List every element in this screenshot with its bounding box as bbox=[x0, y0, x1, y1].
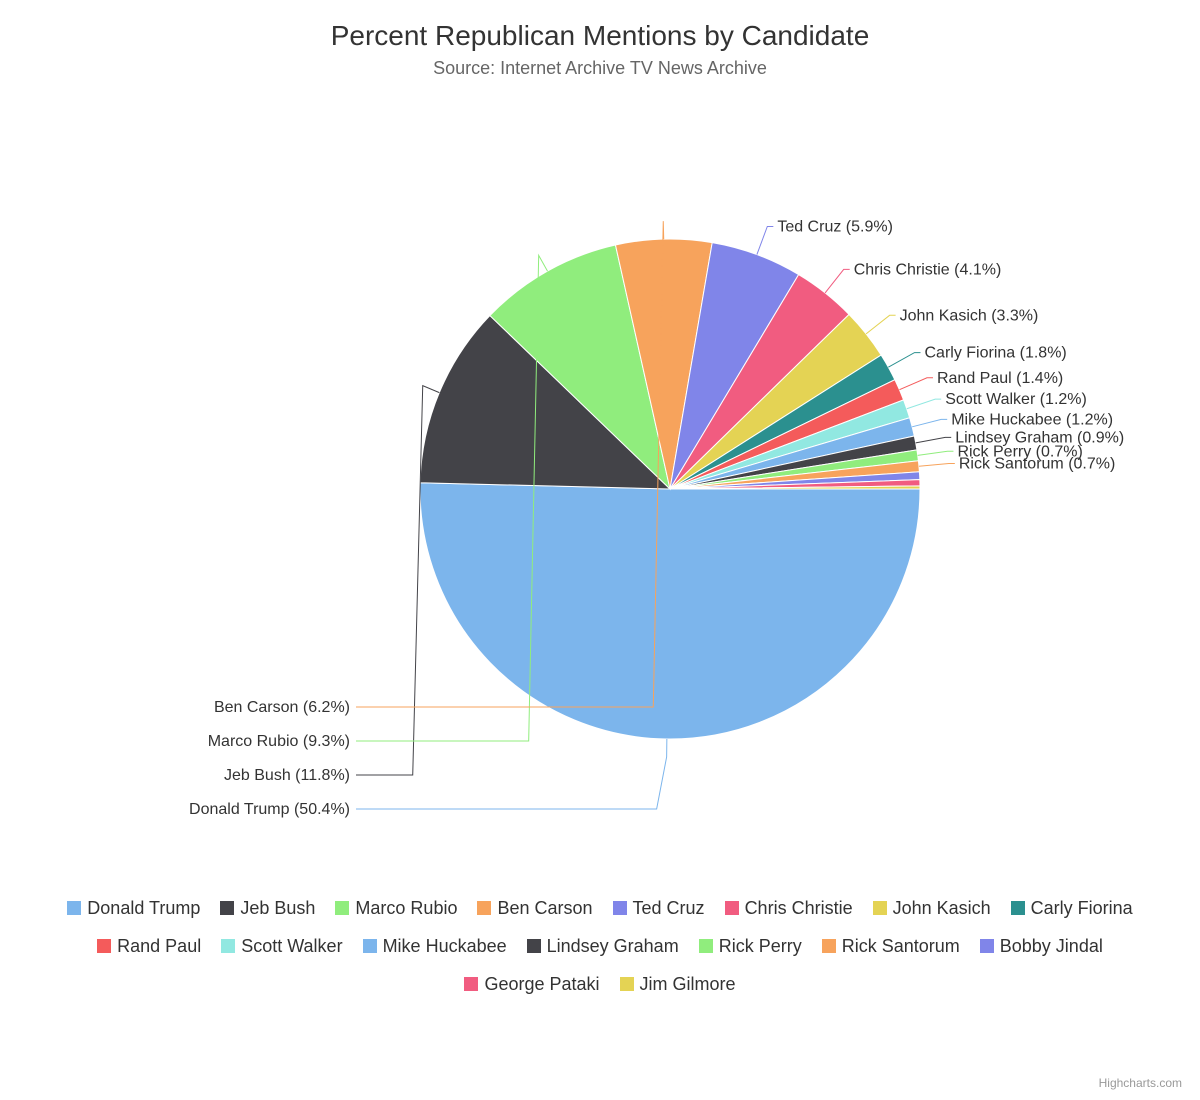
legend-swatch bbox=[221, 939, 235, 953]
legend-item[interactable]: Scott Walker bbox=[221, 929, 342, 963]
legend-item[interactable]: Chris Christie bbox=[725, 891, 853, 925]
label-connector bbox=[866, 315, 896, 334]
legend-label: Chris Christie bbox=[745, 898, 853, 918]
pie-chart: Ted Cruz (5.9%) Chris Christie (4.1%) John… bbox=[30, 99, 1170, 859]
credits-label[interactable]: Highcharts.com bbox=[1099, 1076, 1182, 1090]
legend-swatch bbox=[527, 939, 541, 953]
legend-swatch bbox=[699, 939, 713, 953]
legend-swatch bbox=[620, 977, 634, 991]
slice-label: Carly Fiorina (1.8%) bbox=[925, 345, 1067, 362]
legend-label: Jeb Bush bbox=[240, 898, 315, 918]
legend-item[interactable]: Rand Paul bbox=[97, 929, 201, 963]
label-connector bbox=[888, 353, 920, 368]
chart-subtitle: Source: Internet Archive TV News Archive bbox=[30, 58, 1170, 79]
legend-label: Rand Paul bbox=[117, 936, 201, 956]
label-connector bbox=[757, 226, 773, 254]
slice-label: Scott Walker (1.2%) bbox=[945, 391, 1087, 408]
legend-label: Jim Gilmore bbox=[640, 974, 736, 994]
slice-label: John Kasich (3.3%) bbox=[900, 307, 1039, 324]
slice-label: Jeb Bush (11.8%) bbox=[224, 767, 350, 784]
legend-swatch bbox=[477, 901, 491, 915]
slice-label: Rick Santorum (0.7%) bbox=[959, 456, 1116, 473]
pie-slice[interactable] bbox=[420, 483, 920, 739]
plot-area: Ted Cruz (5.9%) Chris Christie (4.1%) John… bbox=[30, 99, 1170, 859]
chart-container: Percent Republican Mentions by Candidate… bbox=[0, 0, 1200, 1100]
legend-item[interactable]: John Kasich bbox=[873, 891, 991, 925]
legend-item[interactable]: Carly Fiorina bbox=[1011, 891, 1133, 925]
chart-title: Percent Republican Mentions by Candidate bbox=[30, 20, 1170, 52]
slice-label: Chris Christie (4.1%) bbox=[854, 261, 1002, 278]
label-connector bbox=[918, 451, 954, 455]
legend-item[interactable]: Rick Santorum bbox=[822, 929, 960, 963]
label-connector bbox=[825, 269, 850, 293]
legend-item[interactable]: Lindsey Graham bbox=[527, 929, 679, 963]
legend-swatch bbox=[613, 901, 627, 915]
legend-label: Donald Trump bbox=[87, 898, 200, 918]
legend-swatch bbox=[1011, 901, 1025, 915]
legend-item[interactable]: Rick Perry bbox=[699, 929, 802, 963]
legend-item[interactable]: George Pataki bbox=[464, 967, 599, 1001]
legend-label: George Pataki bbox=[484, 974, 599, 994]
legend-label: Marco Rubio bbox=[355, 898, 457, 918]
legend-swatch bbox=[67, 901, 81, 915]
slice-label: Ben Carson (6.2%) bbox=[214, 699, 350, 716]
label-connector bbox=[916, 437, 951, 443]
legend-item[interactable]: Ted Cruz bbox=[613, 891, 705, 925]
slice-label: Donald Trump (50.4%) bbox=[189, 801, 350, 818]
slice-label: Rand Paul (1.4%) bbox=[937, 370, 1063, 387]
label-connector bbox=[899, 378, 933, 390]
legend-label: Ted Cruz bbox=[633, 898, 705, 918]
label-connector bbox=[919, 464, 955, 467]
pie-slices bbox=[420, 239, 920, 739]
legend-swatch bbox=[725, 901, 739, 915]
legend-label: Scott Walker bbox=[241, 936, 342, 956]
legend-label: Mike Huckabee bbox=[383, 936, 507, 956]
legend-label: Rick Perry bbox=[719, 936, 802, 956]
legend-swatch bbox=[464, 977, 478, 991]
legend-label: Bobby Jindal bbox=[1000, 936, 1103, 956]
legend-item[interactable]: Marco Rubio bbox=[335, 891, 457, 925]
legend: Donald Trump Jeb Bush Marco Rubio Ben Carso… bbox=[30, 889, 1170, 1004]
legend-item[interactable]: Jeb Bush bbox=[220, 891, 315, 925]
label-connector bbox=[912, 419, 947, 426]
slice-label: Marco Rubio (9.3%) bbox=[208, 733, 350, 750]
legend-label: Rick Santorum bbox=[842, 936, 960, 956]
legend-label: Ben Carson bbox=[497, 898, 592, 918]
legend-swatch bbox=[873, 901, 887, 915]
legend-swatch bbox=[97, 939, 111, 953]
legend-swatch bbox=[363, 939, 377, 953]
legend-item[interactable]: Jim Gilmore bbox=[620, 967, 736, 1001]
legend-item[interactable]: Ben Carson bbox=[477, 891, 592, 925]
label-connector bbox=[356, 739, 667, 809]
slice-label: Ted Cruz (5.9%) bbox=[777, 218, 893, 235]
legend-label: Lindsey Graham bbox=[547, 936, 679, 956]
label-connector bbox=[907, 399, 941, 409]
legend-label: John Kasich bbox=[893, 898, 991, 918]
legend-swatch bbox=[335, 901, 349, 915]
legend-item[interactable]: Donald Trump bbox=[67, 891, 200, 925]
slice-label: Mike Huckabee (1.2%) bbox=[951, 411, 1113, 428]
legend-swatch bbox=[980, 939, 994, 953]
legend-label: Carly Fiorina bbox=[1031, 898, 1133, 918]
legend-swatch bbox=[822, 939, 836, 953]
legend-item[interactable]: Mike Huckabee bbox=[363, 929, 507, 963]
legend-item[interactable]: Bobby Jindal bbox=[980, 929, 1103, 963]
legend-swatch bbox=[220, 901, 234, 915]
